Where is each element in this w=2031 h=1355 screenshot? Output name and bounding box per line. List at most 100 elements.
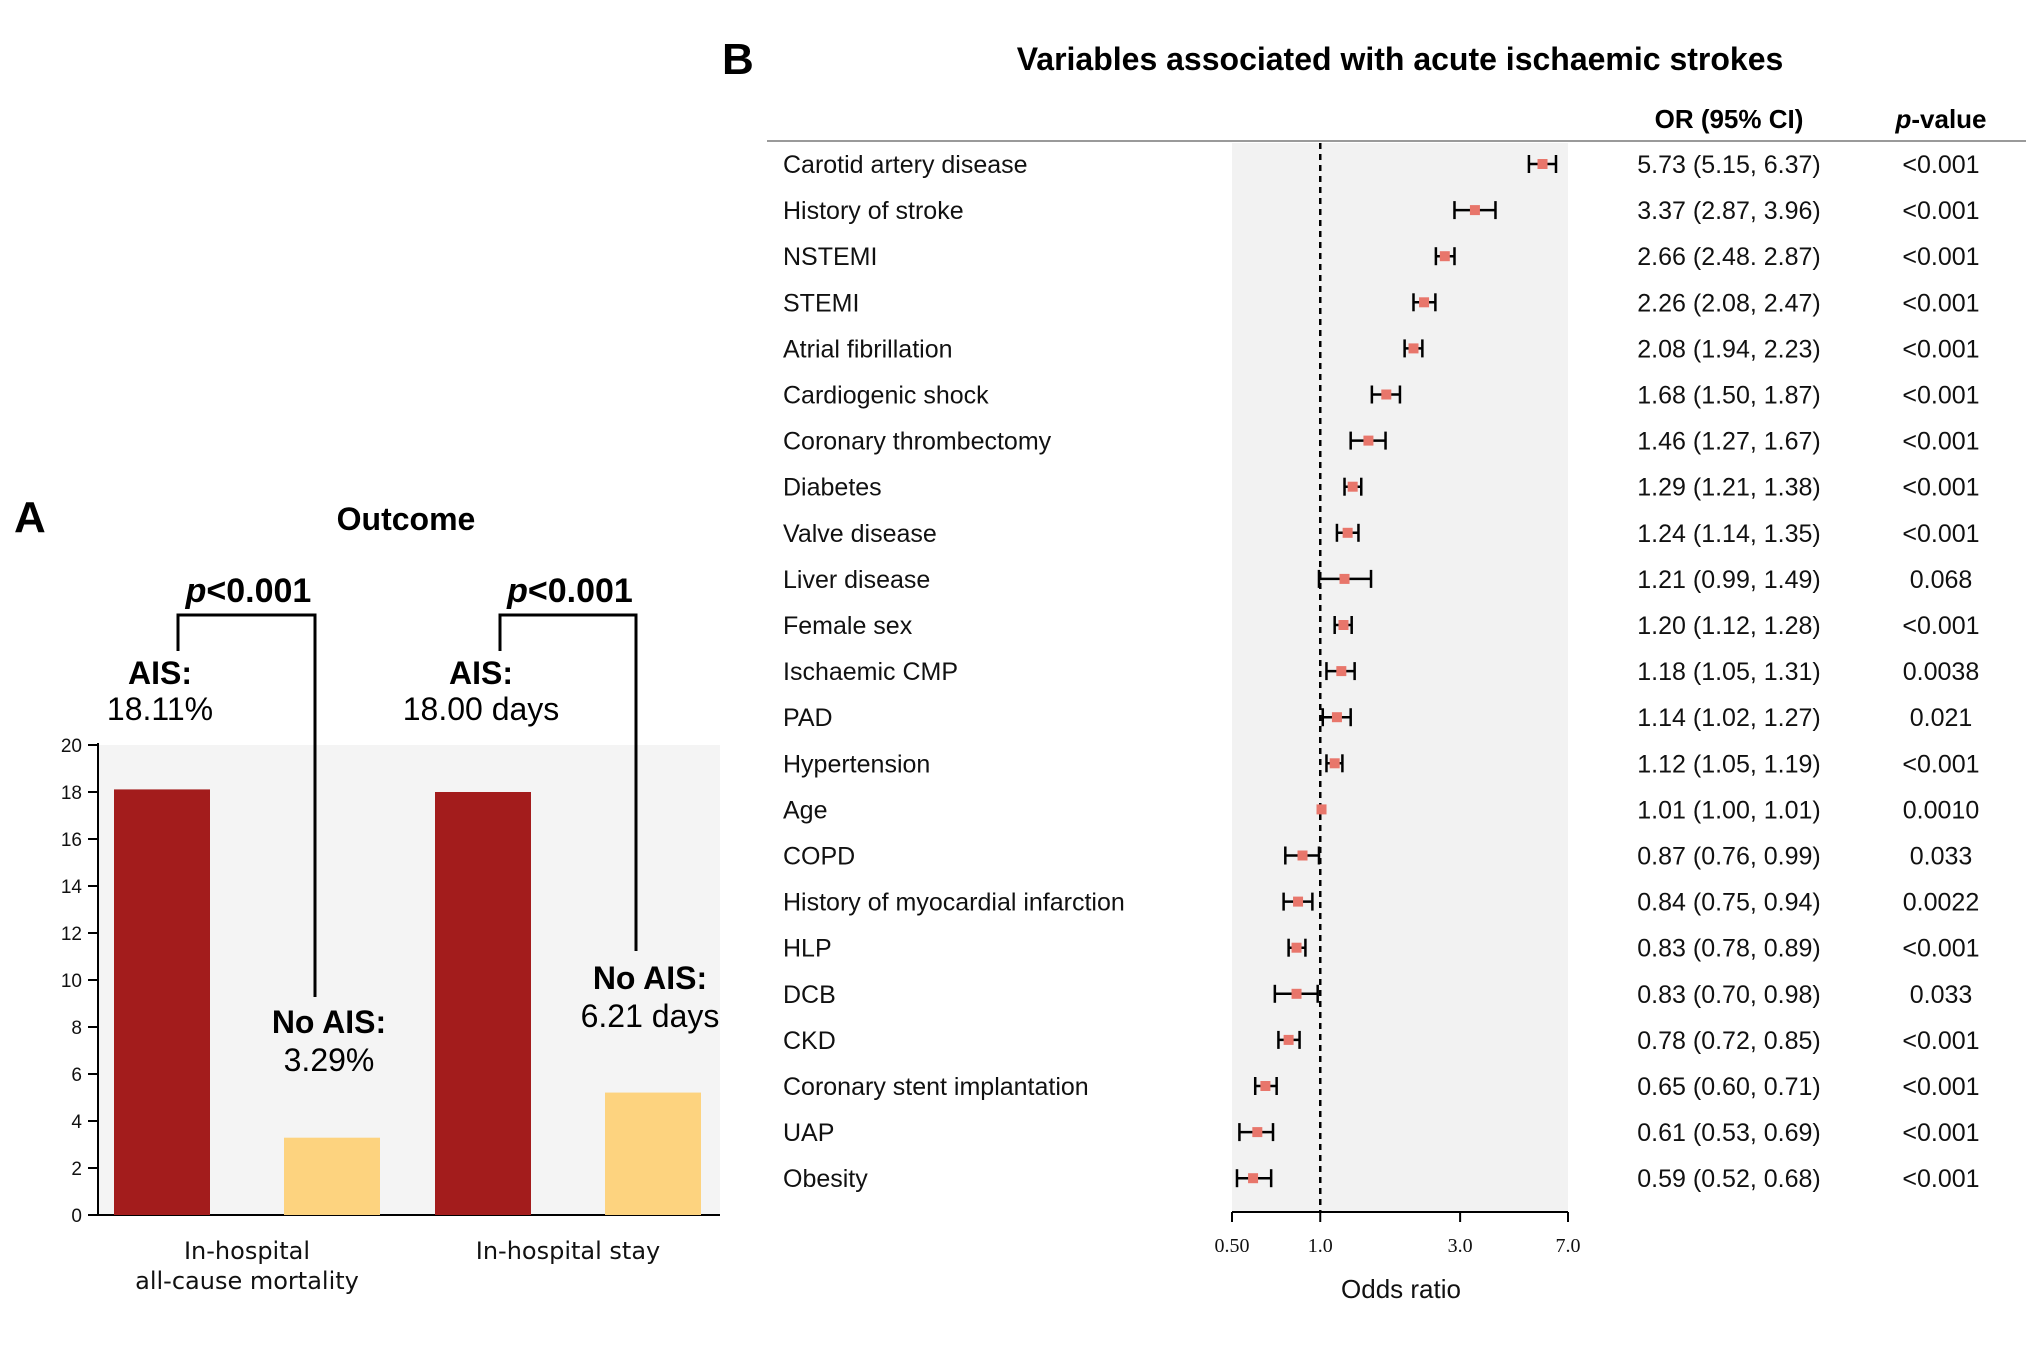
- row-label: History of myocardial infarction: [783, 889, 1125, 917]
- row-label: Carotid artery disease: [783, 151, 1028, 179]
- or-value: 1.46 (1.27, 1.67): [1637, 428, 1820, 456]
- or-value: 0.59 (0.52, 0.68): [1637, 1165, 1820, 1193]
- x-category-label: In-hospital stay: [476, 1237, 661, 1265]
- or-point: [1331, 712, 1342, 723]
- or-point: [1291, 988, 1302, 999]
- bar-no-ais: [605, 1092, 701, 1215]
- p-value: <0.001: [1902, 335, 1979, 363]
- or-value: 0.61 (0.53, 0.69): [1637, 1119, 1820, 1147]
- row-label: Liver disease: [783, 566, 930, 594]
- no-ais-value: 6.21 days: [581, 998, 720, 1034]
- or-point: [1248, 1173, 1259, 1184]
- p-value: 0.0022: [1903, 889, 1979, 917]
- or-point: [1469, 205, 1480, 216]
- p-column-header: p-value: [1894, 104, 1986, 134]
- or-point: [1342, 527, 1353, 538]
- p-value: <0.001: [1902, 474, 1979, 502]
- panel-a-letter: A: [14, 493, 46, 542]
- row-label: NSTEMI: [783, 243, 877, 271]
- or-point: [1347, 481, 1358, 492]
- panel-b-title: Variables associated with acute ischaemi…: [1017, 41, 1784, 77]
- or-point: [1339, 573, 1350, 584]
- row-label: Female sex: [783, 612, 913, 640]
- ais-label: AIS:: [449, 655, 513, 691]
- p-value: <0.001: [1902, 1165, 1979, 1193]
- or-value: 1.29 (1.21, 1.38): [1637, 474, 1820, 502]
- x-category-label: In-hospital: [184, 1237, 310, 1265]
- y-tick-label: 16: [61, 830, 82, 851]
- or-point: [1338, 620, 1349, 630]
- or-point: [1252, 1127, 1263, 1138]
- row-label: DCB: [783, 981, 836, 1009]
- panel-a: A Outcome 0 2 4 6 8 10 12 14 16 18 20 In-hospitalal…: [14, 493, 720, 1295]
- p-value: <0.001: [1902, 289, 1979, 317]
- row-label: History of stroke: [783, 197, 964, 225]
- row-label: HLP: [783, 935, 832, 963]
- or-point: [1297, 850, 1308, 861]
- row-label: Coronary thrombectomy: [783, 428, 1052, 456]
- x-tick-label: 0.50: [1215, 1235, 1250, 1257]
- or-value: 1.14 (1.02, 1.27): [1637, 704, 1820, 732]
- p-value-annotation: p<0.001: [506, 572, 633, 610]
- row-label: CKD: [783, 1027, 836, 1055]
- or-column-header: OR (95% CI): [1655, 104, 1804, 134]
- bar-ais: [435, 792, 531, 1215]
- or-value: 0.84 (0.75, 0.94): [1637, 889, 1820, 917]
- p-value: <0.001: [1902, 243, 1979, 271]
- or-value: 1.18 (1.05, 1.31): [1637, 658, 1820, 686]
- or-value: 2.26 (2.08, 2.47): [1637, 289, 1820, 317]
- row-label: COPD: [783, 843, 855, 871]
- or-point: [1260, 1081, 1271, 1091]
- p-value: <0.001: [1902, 382, 1979, 410]
- p-value: 0.068: [1910, 566, 1973, 594]
- or-point: [1283, 1034, 1294, 1045]
- or-point: [1439, 251, 1450, 262]
- or-value: 5.73 (5.15, 6.37): [1637, 151, 1820, 179]
- no-ais-label: No AIS:: [593, 960, 707, 996]
- significance-bracket: [498, 613, 638, 951]
- bar-ais: [114, 789, 210, 1215]
- ais-value: 18.00 days: [403, 691, 560, 727]
- x-category-label: all-cause mortality: [135, 1267, 359, 1295]
- panel-a-title: Outcome: [337, 501, 476, 537]
- or-value: 1.20 (1.12, 1.28): [1637, 612, 1820, 640]
- x-tick-label: 1.0: [1308, 1235, 1333, 1257]
- y-tick-label: 14: [61, 877, 83, 898]
- or-value: 0.65 (0.60, 0.71): [1637, 1073, 1820, 1101]
- x-tick-label: 3.0: [1448, 1235, 1473, 1257]
- y-tick-label: 12: [61, 924, 82, 945]
- or-value: 0.83 (0.78, 0.89): [1637, 935, 1820, 963]
- panel-b-plot: 0.50 1.0 3.0 7.0 Odds ratio Carotid artery di…: [783, 143, 1980, 1304]
- p-value: 0.0010: [1903, 796, 1979, 824]
- or-point: [1537, 159, 1548, 169]
- p-value: <0.001: [1902, 1119, 1979, 1147]
- no-ais-value: 3.29%: [284, 1042, 375, 1078]
- or-value: 1.24 (1.14, 1.35): [1637, 520, 1820, 548]
- y-tick-label: 18: [61, 783, 82, 804]
- y-tick-label: 6: [71, 1065, 82, 1086]
- or-value: 1.21 (0.99, 1.49): [1637, 566, 1820, 594]
- or-value: 0.87 (0.76, 0.99): [1637, 843, 1820, 871]
- or-point: [1316, 804, 1327, 815]
- panel-b: B Variables associated with acute ischae…: [722, 35, 2026, 1304]
- p-value: 0.033: [1910, 981, 1973, 1009]
- or-point: [1329, 758, 1340, 769]
- or-value: 3.37 (2.87, 3.96): [1637, 197, 1820, 225]
- p-value: 0.033: [1910, 843, 1973, 871]
- no-ais-label: No AIS:: [272, 1004, 386, 1040]
- or-point: [1419, 297, 1430, 308]
- or-value: 2.66 (2.48. 2.87): [1637, 243, 1820, 271]
- p-value: <0.001: [1902, 428, 1979, 456]
- or-value: 1.12 (1.05, 1.19): [1637, 750, 1820, 778]
- row-label: Coronary stent implantation: [783, 1073, 1089, 1101]
- x-tick-label: 7.0: [1556, 1235, 1581, 1257]
- row-label: Cardiogenic shock: [783, 382, 989, 410]
- row-label: PAD: [783, 704, 833, 732]
- or-value: 2.08 (1.94, 2.23): [1637, 335, 1820, 363]
- p-value: <0.001: [1902, 612, 1979, 640]
- row-label: STEMI: [783, 289, 859, 317]
- ais-value: 18.11%: [107, 691, 213, 727]
- row-label: Valve disease: [783, 520, 937, 548]
- y-tick-label: 4: [71, 1112, 82, 1133]
